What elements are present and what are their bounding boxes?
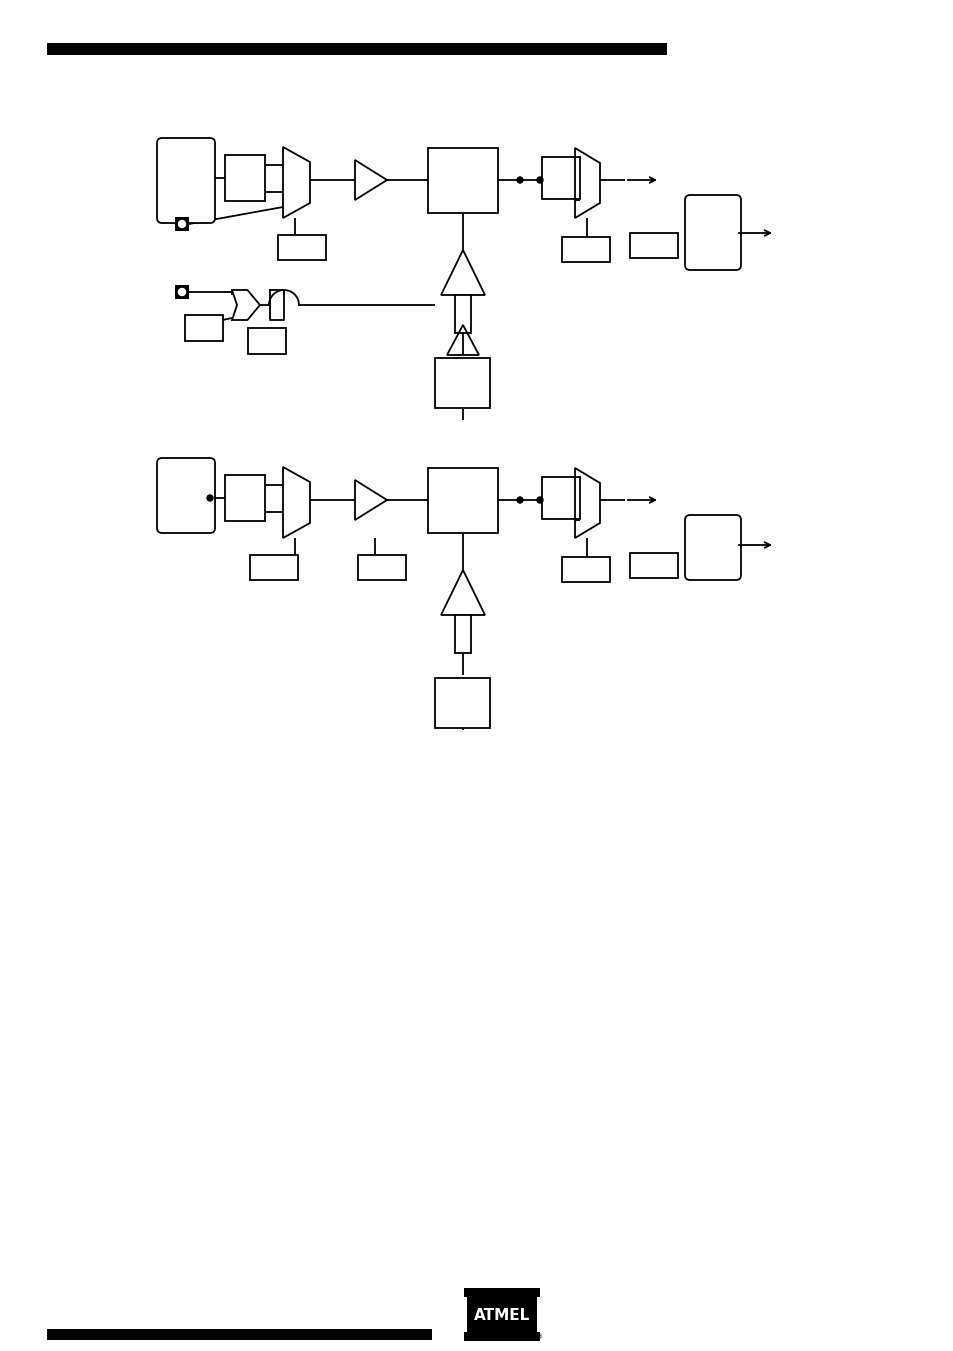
Text: ®: ® (536, 1333, 543, 1340)
FancyBboxPatch shape (157, 138, 214, 223)
Circle shape (537, 497, 542, 503)
Bar (435, 358, 490, 408)
Bar (435, 678, 490, 728)
FancyBboxPatch shape (684, 195, 740, 270)
Bar (250, 555, 297, 580)
Circle shape (517, 177, 522, 182)
Bar (629, 553, 678, 578)
Bar (47, 1329, 432, 1340)
Bar (174, 285, 189, 299)
Circle shape (207, 494, 213, 501)
Bar (455, 295, 471, 332)
Bar (248, 328, 286, 354)
Bar (428, 149, 497, 213)
FancyBboxPatch shape (157, 458, 214, 534)
Circle shape (537, 177, 542, 182)
Bar (463, 1288, 539, 1297)
Bar (174, 218, 189, 231)
Bar (455, 615, 471, 653)
FancyBboxPatch shape (684, 515, 740, 580)
Bar (225, 155, 265, 201)
Circle shape (178, 220, 185, 227)
Bar (185, 315, 223, 340)
Text: ATMEL: ATMEL (474, 1308, 530, 1323)
Bar (277, 235, 326, 259)
Circle shape (517, 497, 522, 503)
Bar (561, 557, 609, 582)
Bar (467, 1297, 537, 1332)
Bar (561, 236, 609, 262)
Bar (225, 476, 265, 521)
Bar (541, 477, 579, 519)
Bar (428, 467, 497, 534)
Bar (463, 1332, 539, 1342)
Circle shape (178, 289, 185, 296)
Bar (541, 157, 579, 199)
Bar (357, 555, 406, 580)
Bar (629, 232, 678, 258)
Bar (47, 43, 666, 55)
